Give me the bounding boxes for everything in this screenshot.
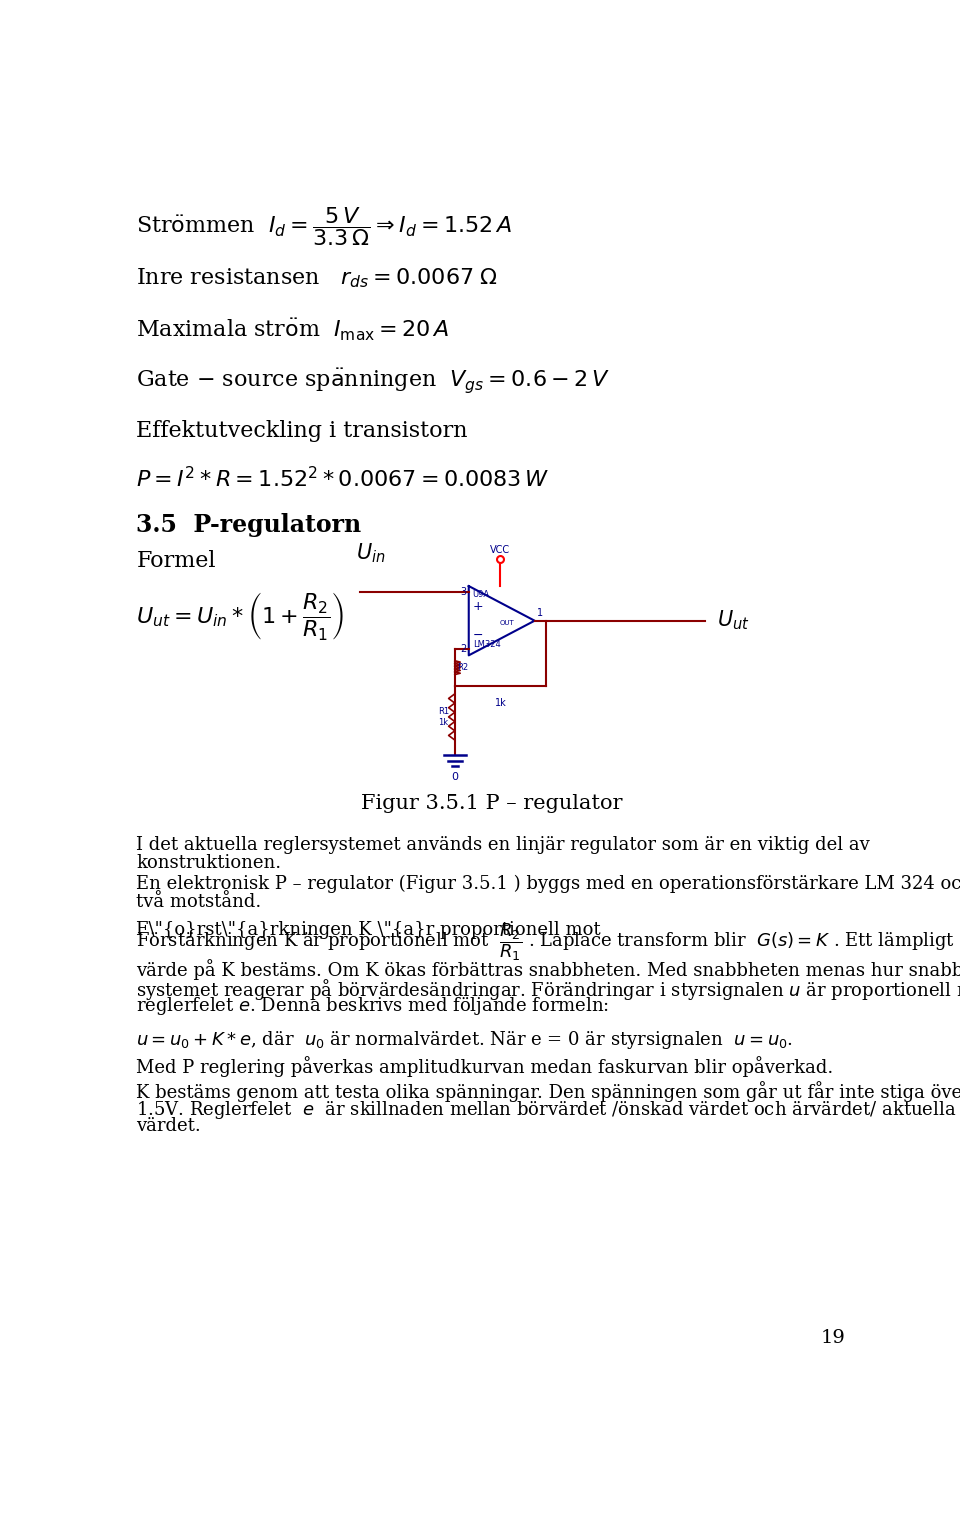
Text: Maximala str$\ddot{\rm o}$m  $I_{\rm max} = 20\,A$: Maximala str$\ddot{\rm o}$m $I_{\rm max}… [136,317,450,342]
Text: systemet reagerar på börvärdesändringar. Förändringar i styrsignalen $u$ är prop: systemet reagerar på börvärdesändringar.… [136,977,960,1003]
Text: Effektutveckling i transistorn: Effektutveckling i transistorn [136,421,468,442]
Text: $U_{ut}$: $U_{ut}$ [717,609,750,632]
Text: 3: 3 [460,588,467,597]
Text: F\"{o}rst\"{a}rkningen K \"{a}r proportionell mot: F\"{o}rst\"{a}rkningen K \"{a}r proporti… [136,921,601,939]
Text: OUT: OUT [500,620,515,626]
Text: Inre resistansen   $r_{ds} = 0.0067\;\Omega$: Inre resistansen $r_{ds} = 0.0067\;\Omeg… [136,267,498,289]
Text: R1
1k: R1 1k [438,708,449,727]
Text: $u = u_0 + K * e$, där  $u_0$ är normalvärdet. När e = 0 är styrsignalen  $u = u: $u = u_0 + K * e$, där $u_0$ är normalvä… [136,1029,794,1051]
Text: Formel: Formel [136,550,216,571]
Text: $+$: $+$ [472,600,484,614]
Text: Gate $-$ source sp$\ddot{\rm a}$nningen  $V_{gs} = 0.6 - 2\,V$: Gate $-$ source sp$\ddot{\rm a}$nningen … [136,367,611,395]
Text: K bestäms genom att testa olika spänningar. Den spänningen som går ut får inte s: K bestäms genom att testa olika spänning… [136,1082,960,1101]
Text: 1: 1 [537,609,543,618]
Text: två motstånd.: två motstånd. [136,892,262,911]
Text: 3.5  P-regulatorn: 3.5 P-regulatorn [136,514,362,536]
Text: En elektronisk P – regulator (Figur 3.5.1 ) byggs med en operationsförstärkare L: En elektronisk P – regulator (Figur 3.5.… [136,874,960,892]
Text: konstruktionen.: konstruktionen. [136,854,281,873]
Text: $-$: $-$ [472,629,484,641]
Text: 0: 0 [451,773,458,782]
Text: LM324: LM324 [472,639,500,648]
Text: $U_{ut} = U_{in} * \left(1 + \dfrac{R_2}{R_1}\right)$: $U_{ut} = U_{in} * \left(1 + \dfrac{R_2}… [136,589,344,642]
Text: reglerfelet $e$. Denna beskrivs med följande formeln:: reglerfelet $e$. Denna beskrivs med följ… [136,995,610,1017]
Text: 19: 19 [821,1329,846,1347]
Text: R2: R2 [457,664,468,673]
Text: I det aktuella reglersystemet används en linjär regulator som är en viktig del a: I det aktuella reglersystemet används en… [136,836,870,854]
Text: $P = I^2 * R = 1.52^2 * 0.0067 = 0.0083\,W$: $P = I^2 * R = 1.52^2 * 0.0067 = 0.0083\… [136,467,550,492]
Text: Str$\ddot{\rm o}$mmen  $I_d = \dfrac{5\,V}{3.3\,\Omega} \Rightarrow I_d = 1.52\,: Str$\ddot{\rm o}$mmen $I_d = \dfrac{5\,V… [136,205,513,248]
Text: värdet.: värdet. [136,1117,201,1135]
Text: Förstärkningen K är proportionell mot  $\dfrac{R_2}{R_1}$ . Laplace transform bl: Förstärkningen K är proportionell mot $\… [136,921,955,962]
Text: $U_{in}$: $U_{in}$ [356,542,386,565]
Text: 1k: 1k [494,698,507,708]
Text: Med P reglering påverkas amplitudkurvan medan faskurvan blir opåverkad.: Med P reglering påverkas amplitudkurvan … [136,1056,833,1077]
Text: värde på K bestäms. Om K ökas förbättras snabbheten. Med snabbheten menas hur sn: värde på K bestäms. Om K ökas förbättras… [136,959,960,980]
Text: 1.5V. Reglerfelet  $e$  är skillnaden mellan börvärdet /önskad värdet och ärvärd: 1.5V. Reglerfelet $e$ är skillnaden mell… [136,1098,956,1121]
Text: 2: 2 [460,644,467,654]
Text: Figur 3.5.1 P – regulator: Figur 3.5.1 P – regulator [361,794,623,814]
Text: VCC: VCC [490,545,510,556]
Text: U9A: U9A [472,589,490,598]
